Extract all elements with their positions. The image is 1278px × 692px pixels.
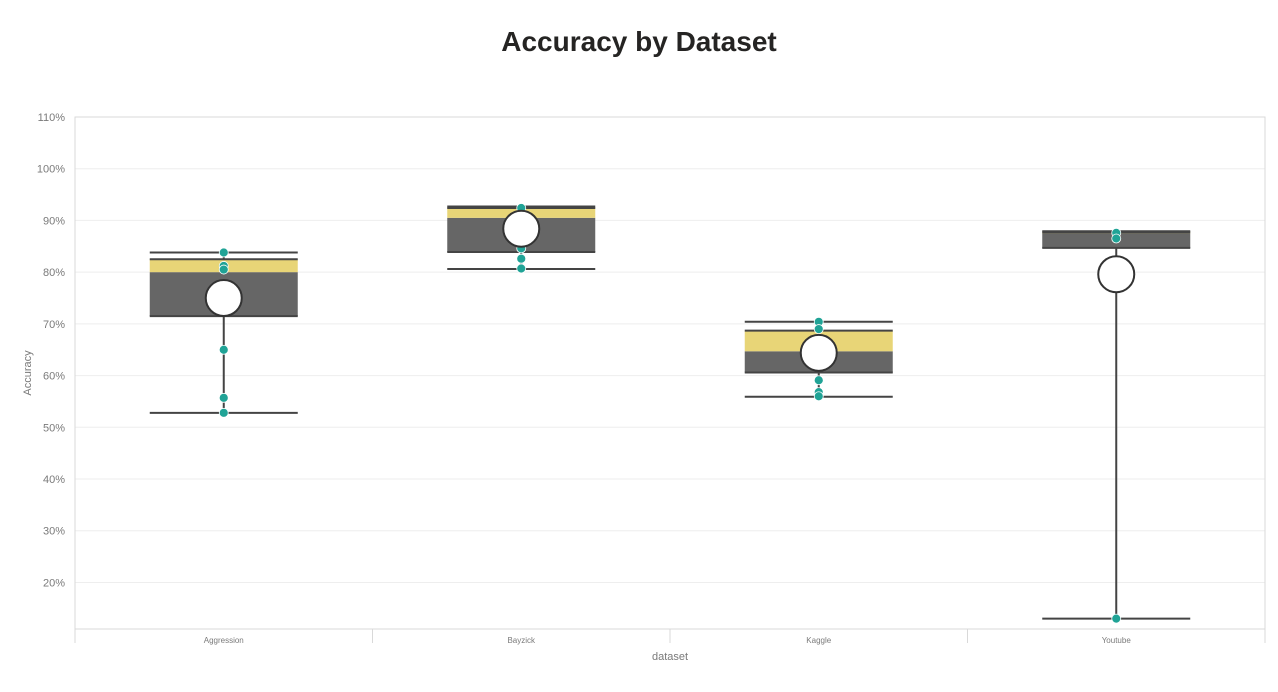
y-tick-label: 90% [43,215,65,227]
chart-title: Accuracy by Dataset [501,26,777,57]
plot-area-border [74,116,1266,630]
data-point [218,392,229,403]
box-group [149,247,298,418]
y-tick-label: 60% [43,371,65,383]
x-axis-label: dataset [652,651,688,663]
y-tick-label: 80% [43,267,65,279]
data-point [218,247,229,258]
data-point [218,407,229,418]
box-group [447,203,596,274]
data-point [218,264,229,275]
y-axis-ticks: 20% 30% 40% 50% 60% 70% 80% 90% 100% 110% [37,112,65,589]
y-tick-label: 30% [43,526,65,538]
x-tick-label: Kaggle [806,636,831,645]
x-tick-label: Aggression [204,636,244,645]
data-point [813,324,824,334]
mean-marker [799,333,838,372]
grid-lines [75,116,1265,583]
y-tick-label: 40% [43,474,65,486]
data-point [1111,613,1122,624]
y-tick-label: 70% [43,319,65,331]
x-tick-label: Youtube [1102,636,1132,645]
y-tick-label: 100% [37,164,65,176]
data-point [1111,233,1122,244]
data-point [516,253,527,264]
mean-marker [502,209,541,248]
y-axis-label: Accuracy [22,350,34,396]
x-axis: Aggression Bayzick Kaggle Youtube [74,629,1266,645]
data-point [813,391,824,402]
y-tick-label: 110% [38,112,66,124]
y-tick-label: 50% [43,422,65,434]
data-point [813,375,824,386]
data-point [516,263,527,274]
x-tick-label: Bayzick [507,636,536,645]
y-tick-label: 20% [43,577,65,589]
box-group [744,316,893,402]
box-group [1042,227,1191,624]
boxes [149,203,1191,624]
mean-marker [204,279,243,318]
mean-marker [1097,255,1136,294]
data-point [218,344,229,355]
